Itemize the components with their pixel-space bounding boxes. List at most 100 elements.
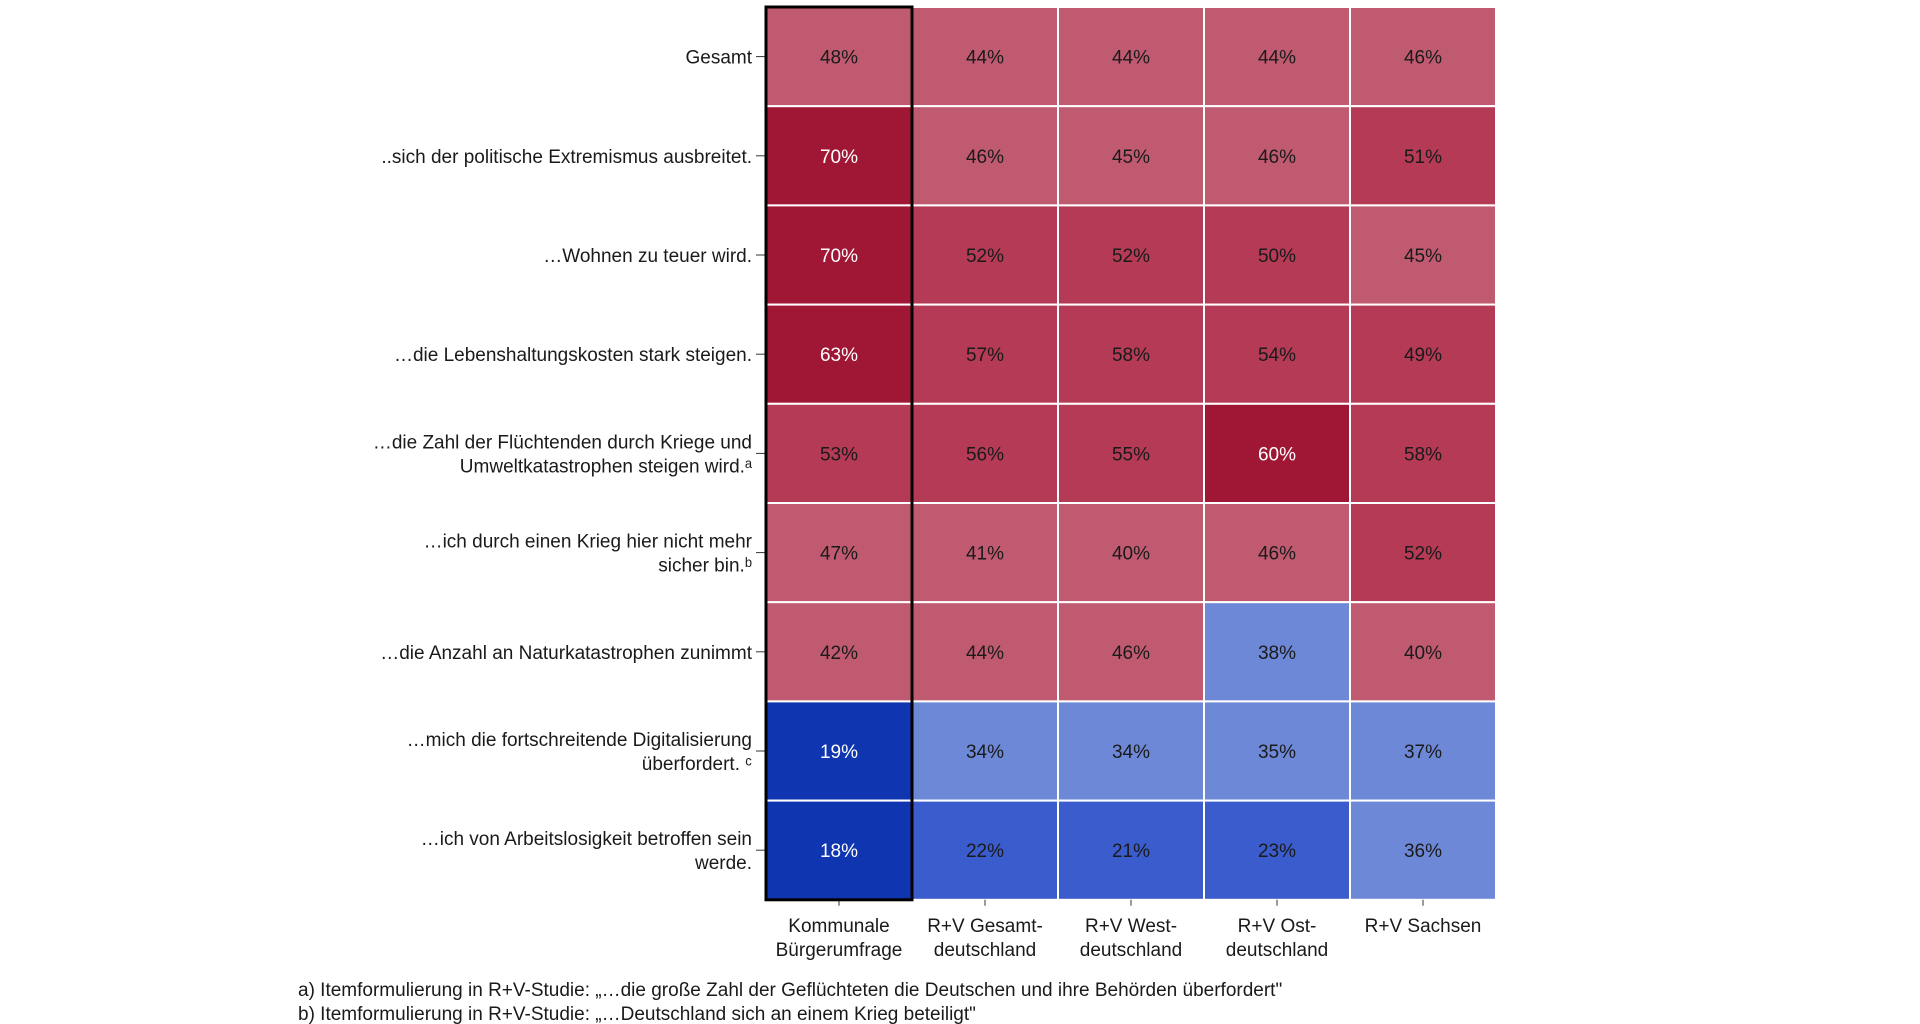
cell-value-label: 70% (820, 246, 858, 267)
cell-value-label: 48% (820, 48, 858, 69)
heatmap-cell (1057, 502, 1205, 604)
cell-value-label: 42% (820, 643, 858, 664)
cell-value-label: 35% (1258, 742, 1296, 763)
heatmap-cell (911, 402, 1059, 504)
cell-value-label: 46% (1258, 544, 1296, 565)
cell-value-label: 44% (966, 48, 1004, 69)
heatmap-cell (1057, 799, 1205, 901)
cell-value-label: 38% (1258, 643, 1296, 664)
cell-value-label: 46% (1258, 147, 1296, 168)
cell-value-label: 19% (820, 742, 858, 763)
cell-value-label: 52% (1404, 544, 1442, 565)
heatmap-cell (1349, 700, 1497, 802)
heatmap-cell (1203, 700, 1351, 802)
column-label: R+V West- (1085, 916, 1177, 937)
row-label: …ich von Arbeitslosigkeit betroffen sein (421, 829, 752, 850)
cell-value-label: 53% (820, 444, 858, 465)
cell-value-label: 36% (1404, 841, 1442, 862)
row-label: Umweltkatastrophen steigen wird.ᵃ (460, 456, 753, 477)
heatmap-cell (911, 502, 1059, 604)
heatmap-cell (765, 6, 913, 108)
heatmap-cell (1349, 402, 1497, 504)
heatmap-cell (911, 204, 1059, 306)
heatmap-cell (1057, 105, 1205, 207)
cell-value-label: 46% (1112, 643, 1150, 664)
cell-value-label: 49% (1404, 345, 1442, 366)
cell-value-label: 44% (1112, 48, 1150, 69)
heatmap-cell (1203, 204, 1351, 306)
cell-value-label: 52% (966, 246, 1004, 267)
heatmap-cell (765, 700, 913, 802)
cell-value-label: 34% (966, 742, 1004, 763)
footnote-b: b) Itemformulierung in R+V-Studie: „…Deu… (298, 1004, 976, 1024)
footnote-a: a) Itemformulierung in R+V-Studie: „…die… (298, 980, 1282, 1001)
row-label: …Wohnen zu teuer wird. (543, 246, 752, 267)
row-label: …ich durch einen Krieg hier nicht mehr (424, 532, 753, 553)
heatmap-cell (765, 402, 913, 504)
column-label: R+V Gesamt- (927, 916, 1043, 937)
cell-value-label: 40% (1404, 643, 1442, 664)
cell-value-label: 57% (966, 345, 1004, 366)
cell-value-label: 23% (1258, 841, 1296, 862)
heatmap-cells: 48% 44% 44% 44% 46% 70% 46% 45% 46% 51% 70% 52% 52% 5… (765, 6, 1497, 901)
cell-value-label: 56% (966, 444, 1004, 465)
heatmap-cell (911, 6, 1059, 108)
heatmap-cell (911, 799, 1059, 901)
cell-value-label: 22% (966, 841, 1004, 862)
cell-value-label: 21% (1112, 841, 1150, 862)
cell-value-label: 55% (1112, 444, 1150, 465)
cell-value-label: 58% (1112, 345, 1150, 366)
highlight-column-border (764, 5, 914, 902)
cell-value-label: 58% (1404, 444, 1442, 465)
column-label: R+V Ost- (1238, 916, 1317, 937)
row-label: …die Lebenshaltungskosten stark steigen. (394, 345, 752, 366)
cell-value-label: 50% (1258, 246, 1296, 267)
cell-value-label: 18% (820, 841, 858, 862)
row-labels: Gesamt ..sich der politische Extremismus … (373, 48, 766, 874)
column-label: Kommunale (788, 916, 889, 937)
cell-value-label: 40% (1112, 544, 1150, 565)
row-label: …die Zahl der Flüchtenden durch Kriege u… (373, 432, 752, 453)
heatmap-cell (1057, 402, 1205, 504)
row-label: …mich die fortschreitende Digitalisierun… (407, 730, 752, 751)
cell-value-label: 46% (966, 147, 1004, 168)
column-label: deutschland (1226, 940, 1328, 961)
row-label: ..sich der politische Extremismus ausbre… (381, 147, 752, 168)
cell-value-label: 46% (1404, 48, 1442, 69)
heatmap-cell (1349, 105, 1497, 207)
heatmap-cell (1057, 303, 1205, 405)
row-label: werde. (694, 853, 752, 874)
column-label: deutschland (1080, 940, 1182, 961)
cell-value-label: 45% (1404, 246, 1442, 267)
cell-value-label: 52% (1112, 246, 1150, 267)
cell-value-label: 44% (966, 643, 1004, 664)
row-label: überfordert. ᶜ (642, 754, 752, 775)
heatmap-cell (1349, 502, 1497, 604)
heatmap-cell (1203, 303, 1351, 405)
row-label: sicher bin.ᵇ (658, 556, 752, 577)
heatmap-cell (765, 601, 913, 703)
cell-value-label: 37% (1404, 742, 1442, 763)
cell-value-label: 70% (820, 147, 858, 168)
cell-value-label: 51% (1404, 147, 1442, 168)
column-labels: Kommunale Bürgerumfrage R+V Gesamt-deutsch… (776, 899, 1482, 961)
cell-value-label: 47% (820, 544, 858, 565)
column-label: R+V Sachsen (1365, 916, 1482, 937)
row-label: Gesamt (685, 48, 752, 69)
row-label: …die Anzahl an Naturkatastrophen zunimmt (380, 643, 752, 664)
cell-value-label: 60% (1258, 444, 1296, 465)
heatmap-cell (911, 700, 1059, 802)
cell-value-label: 54% (1258, 345, 1296, 366)
cell-value-label: 41% (966, 544, 1004, 565)
heatmap-cell (1349, 799, 1497, 901)
cell-value-label: 45% (1112, 147, 1150, 168)
cell-value-label: 34% (1112, 742, 1150, 763)
column-label: Bürgerumfrage (776, 940, 903, 961)
heatmap-cell (1057, 6, 1205, 108)
heatmap-cell (1203, 502, 1351, 604)
cell-value-label: 44% (1258, 48, 1296, 69)
cell-value-label: 63% (820, 345, 858, 366)
column-label: deutschland (934, 940, 1036, 961)
heatmap-cell (1349, 303, 1497, 405)
